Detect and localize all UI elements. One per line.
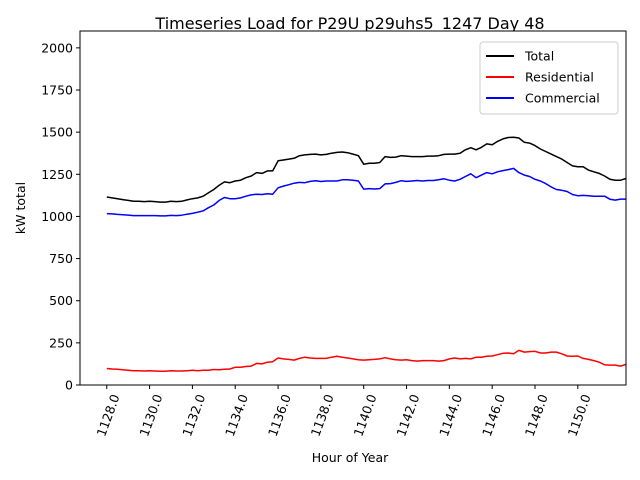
series-line-commercial (106, 167, 626, 217)
x-tick-label: 1130.0 (136, 392, 165, 438)
x-tick-label: 1128.0 (94, 392, 123, 438)
y-tick-label: 0 (65, 378, 73, 393)
x-tick-label: 1136.0 (265, 392, 294, 438)
x-tick-label: 1150.0 (565, 392, 594, 438)
plot-frame (79, 30, 627, 386)
x-tick-label: 1148.0 (522, 392, 551, 438)
x-axis-ticks: 1128.0 1130.0 1132.0 1134.0 1136.0 1138.0 1140… (94, 385, 594, 438)
axes-layer (79, 30, 627, 386)
x-tick-label: 1142.0 (393, 392, 422, 438)
legend-box (479, 41, 619, 115)
x-axis-label: Hour of Year (312, 450, 389, 465)
chart-title: Timeseries Load for P29U p29uhs5_1247 Da… (154, 14, 544, 34)
y-tick-label: 250 (49, 335, 73, 350)
x-tick-label: 1138.0 (308, 392, 337, 438)
legend-label-residential: Residential (525, 70, 594, 85)
series-line-total (106, 136, 627, 203)
y-tick-label: 500 (49, 293, 73, 308)
x-tick-label: 1144.0 (436, 392, 465, 438)
legend-label-total: Total (524, 49, 554, 64)
y-tick-label: 1000 (41, 209, 73, 224)
legend: Total Residential Commercial (479, 41, 619, 115)
y-tick-label: 1250 (41, 167, 73, 182)
series-line-residential (106, 349, 627, 372)
legend-label-commercial: Commercial (525, 91, 600, 106)
x-tick-label: 1140.0 (350, 392, 379, 438)
y-tick-label: 2000 (41, 40, 73, 55)
x-tick-label: 1132.0 (179, 392, 208, 438)
y-tick-label: 750 (49, 251, 73, 266)
y-axis-ticks: 0 250 500 750 1000 1250 1500 1750 2000 (41, 40, 80, 393)
y-tick-label: 1750 (41, 83, 73, 98)
x-tick-label: 1134.0 (222, 392, 251, 438)
y-tick-label: 1500 (41, 125, 73, 140)
series-layer (106, 136, 627, 372)
y-axis-label: kW total (13, 182, 28, 234)
x-tick-label: 1146.0 (479, 392, 508, 438)
